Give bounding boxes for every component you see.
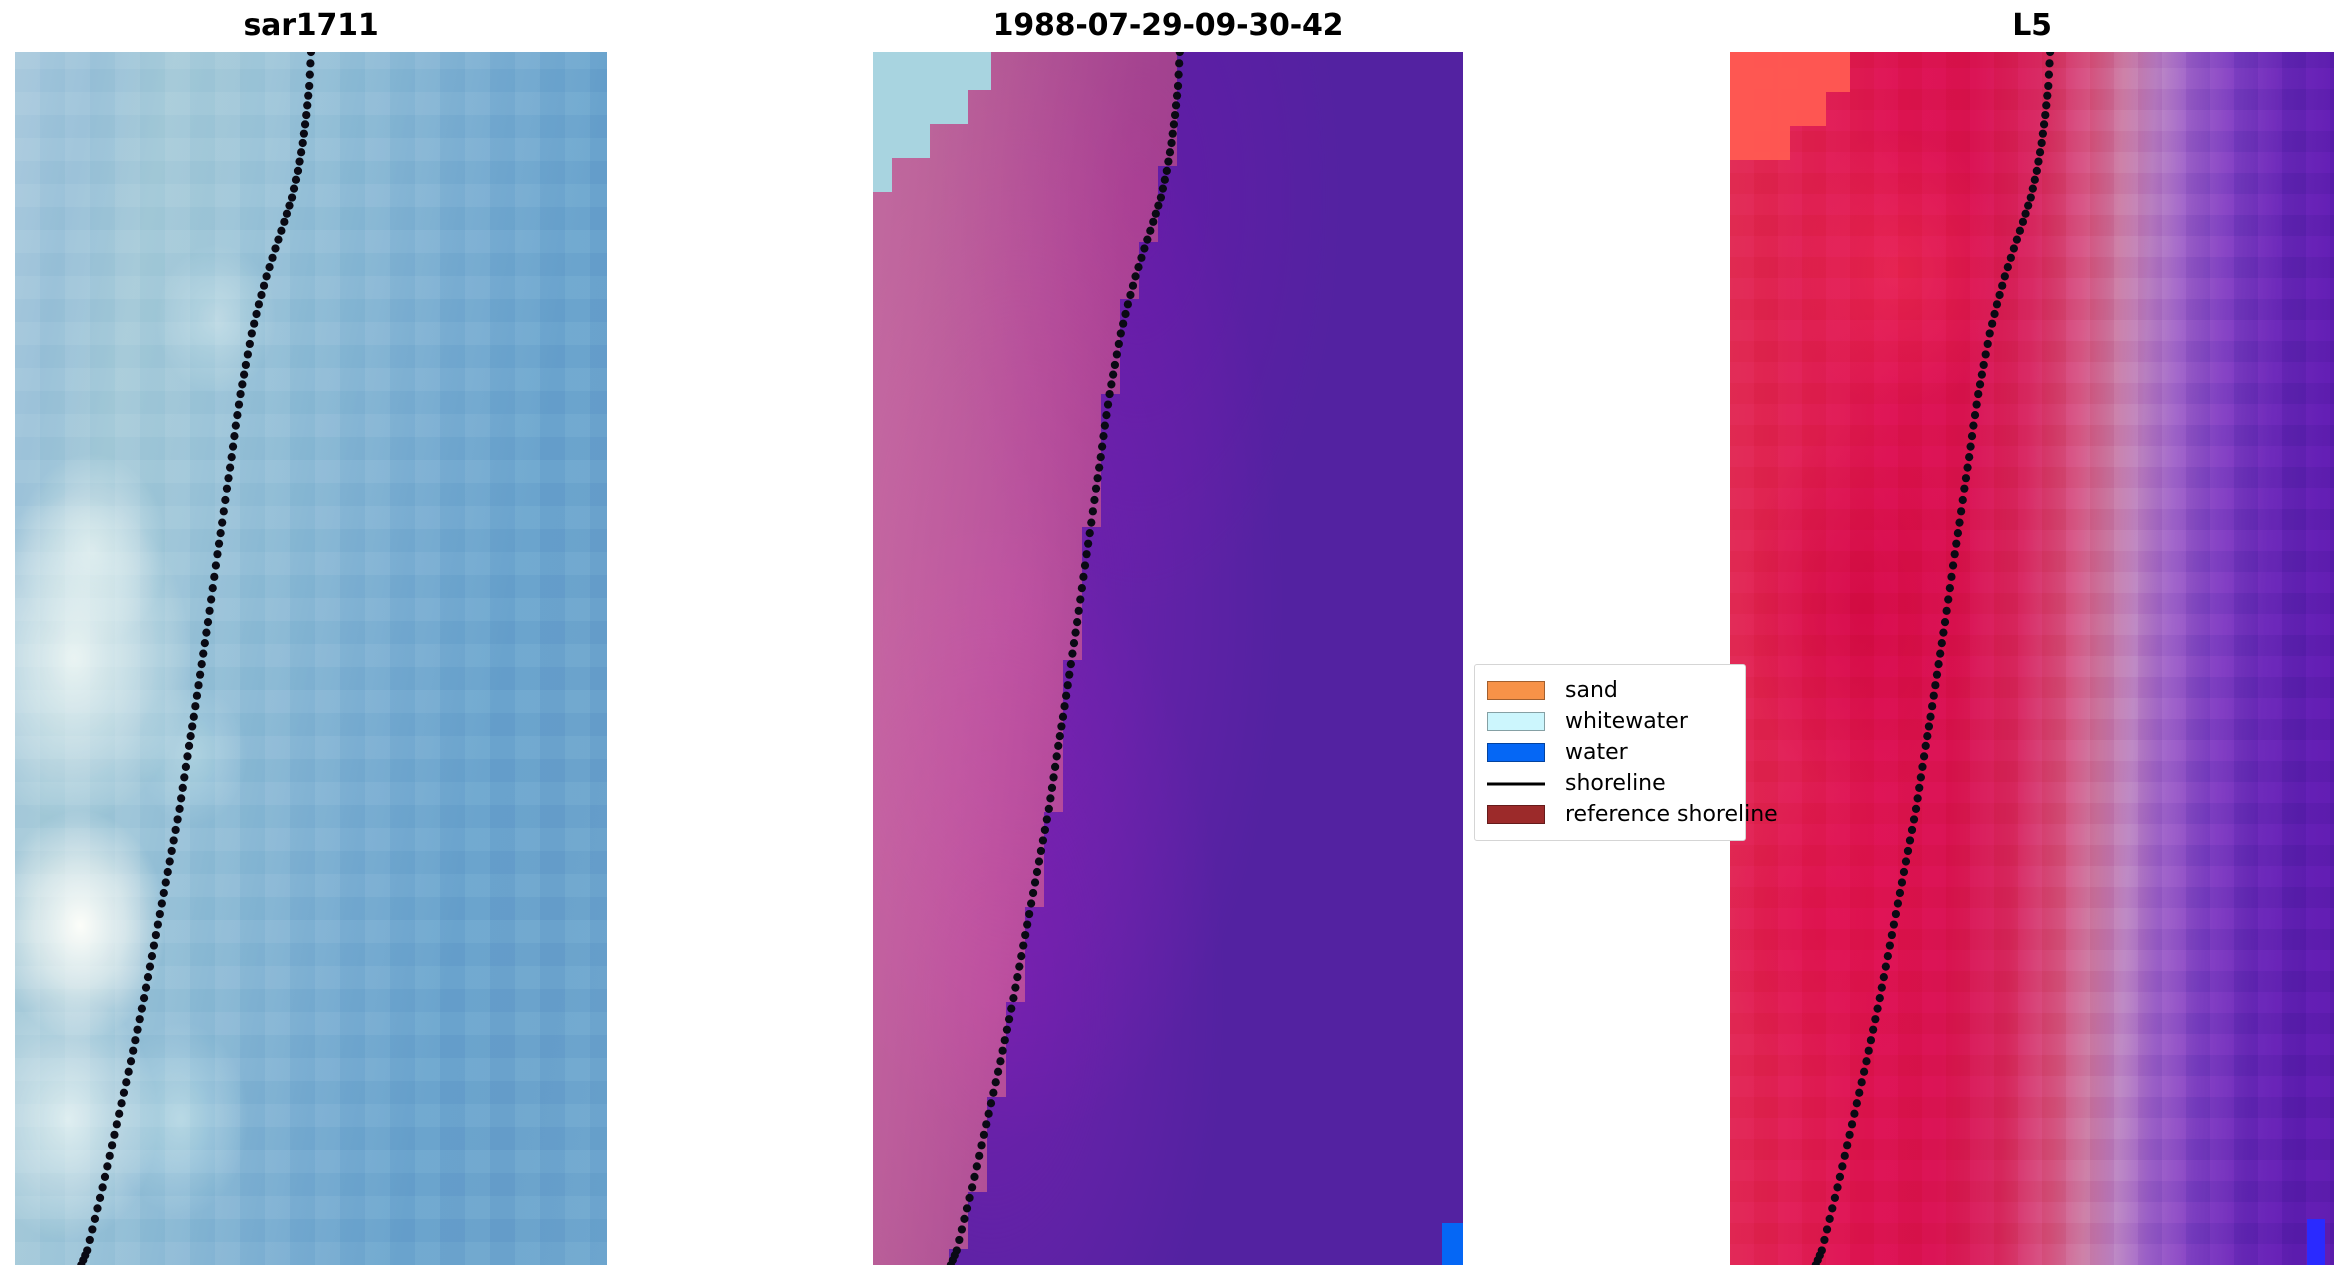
water-class-block-l5: [2306, 1218, 2325, 1265]
legend-label-whitewater: whitewater: [1565, 708, 1688, 734]
legend-label-reference-shoreline: reference shoreline: [1565, 801, 1778, 827]
legend-label-shoreline: shoreline: [1565, 770, 1666, 796]
legend-item-sand: sand: [1487, 675, 1735, 706]
panel-title-classified: 1988-07-29-09-30-42: [992, 8, 1344, 43]
legend-item-shoreline: shoreline: [1487, 768, 1735, 799]
legend-label-sand: sand: [1565, 677, 1618, 703]
legend-line-shoreline: [1487, 774, 1545, 793]
l5-image-texture: [1730, 52, 2334, 1265]
panel-classified[interactable]: [873, 52, 1463, 1265]
panel-sar1711[interactable]: [15, 52, 607, 1265]
sar-image-texture: [15, 52, 607, 1265]
classified-image: [873, 52, 1463, 1265]
legend-swatch-water: [1487, 743, 1545, 762]
legend-item-water: water: [1487, 737, 1735, 768]
legend-item-whitewater: whitewater: [1487, 706, 1735, 737]
panel-title-sar: sar1711: [243, 8, 379, 43]
panel-title-l5: L5: [2012, 8, 2052, 43]
legend-label-water: water: [1565, 739, 1628, 765]
legend: sand whitewater water shoreline referenc…: [1474, 664, 1778, 841]
legend-swatch-sand: [1487, 681, 1545, 700]
legend-swatch-reference-shoreline: [1487, 805, 1545, 824]
l5-image: [1730, 52, 2334, 1265]
classified-land-mask: [873, 52, 1463, 1265]
legend-item-reference-shoreline: reference shoreline: [1487, 799, 1778, 830]
water-class-block-classified: [1442, 1222, 1463, 1265]
panel-l5[interactable]: [1730, 52, 2334, 1265]
sar-image: [15, 52, 607, 1265]
legend-swatch-whitewater: [1487, 712, 1545, 731]
